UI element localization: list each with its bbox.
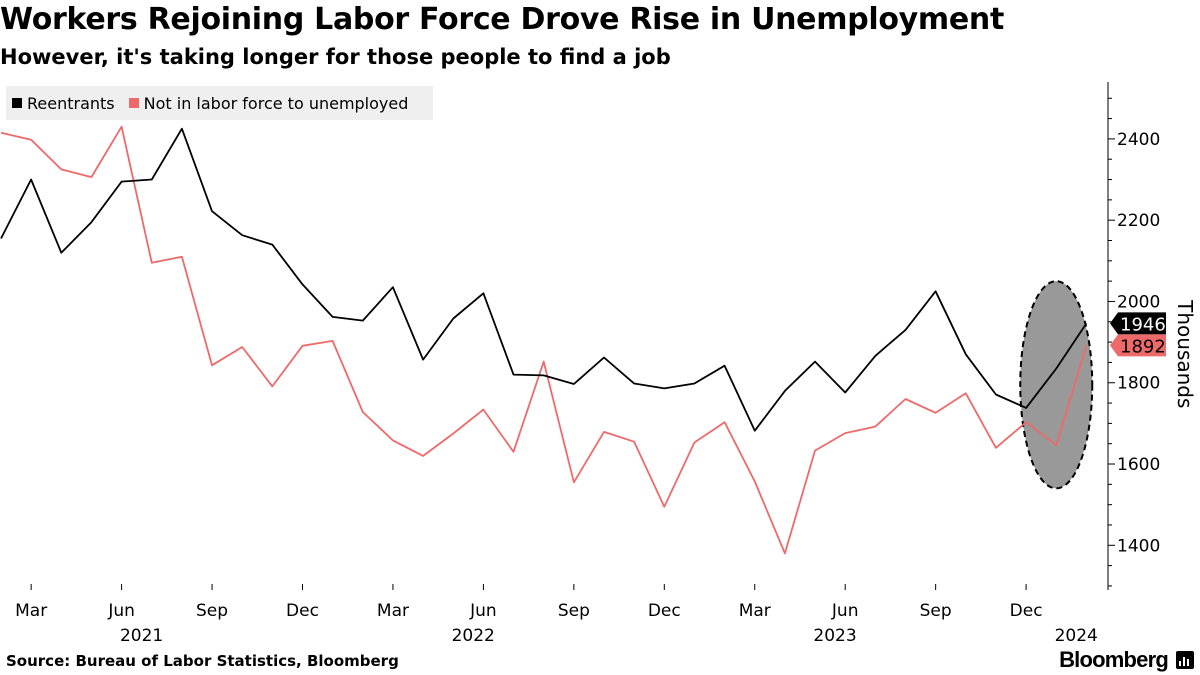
highlight-ellipse [1019, 280, 1094, 490]
y-axis-title: Thousands [1173, 299, 1197, 408]
x-tick-label: Jun [469, 601, 497, 621]
series-line-not-in-labor-force [0, 125, 1088, 555]
series-line-reentrants [0, 127, 1088, 432]
y-tick-label: 1400 [1117, 536, 1160, 556]
chart-subtitle: However, it's taking longer for those pe… [0, 45, 671, 69]
y-tick-label: 2000 [1117, 292, 1160, 312]
legend-swatch-not-in-labor-force [128, 98, 139, 108]
y-tick-label: 1800 [1117, 374, 1160, 394]
legend-item-not-in-labor-force: Not in labor force to unemployed [128, 93, 409, 113]
end-value-label: 1946 [1120, 314, 1166, 335]
x-tick-label: Jun [831, 601, 859, 621]
x-tick-label: Dec [286, 601, 319, 621]
y-tick-label: 2200 [1117, 211, 1160, 231]
chart-legend: Reentrants Not in labor force to unemplo… [6, 86, 433, 120]
y-tick-label: 2400 [1117, 130, 1160, 150]
x-tick-label: Jun [107, 601, 135, 621]
end-value-label: 1892 [1120, 336, 1166, 357]
legend-swatch-reentrants [12, 98, 22, 108]
x-year-label: 2022 [452, 626, 495, 646]
x-year-label: 2021 [120, 626, 163, 646]
bar-chart-icon [1176, 651, 1194, 669]
legend-item-reentrants: Reentrants [12, 94, 115, 113]
x-tick-label: Mar [15, 601, 47, 621]
x-tick-label: Mar [739, 601, 771, 621]
chart-title: Workers Rejoining Labor Force Drove Rise… [0, 2, 1005, 37]
end-label-bg-1 [1110, 334, 1166, 357]
x-tick-label: Dec [648, 601, 681, 621]
bloomberg-logo: Bloomberg [1059, 647, 1169, 672]
x-year-label: 2024 [1055, 626, 1098, 646]
x-year-label: 2023 [813, 626, 856, 646]
x-tick-label: Dec [1010, 601, 1043, 621]
source-note: Source: Bureau of Labor Statistics, Bloo… [6, 652, 399, 670]
x-tick-label: Sep [558, 601, 590, 621]
legend-label-not-in-labor-force: Not in labor force to unemployed [143, 93, 409, 113]
x-tick-label: Sep [920, 601, 952, 621]
x-tick-label: Sep [196, 601, 228, 621]
end-label-bg-0 [1110, 312, 1166, 335]
y-tick-label: 1600 [1117, 455, 1160, 475]
legend-label-reentrants: Reentrants [27, 93, 115, 113]
x-tick-label: Mar [377, 601, 409, 621]
